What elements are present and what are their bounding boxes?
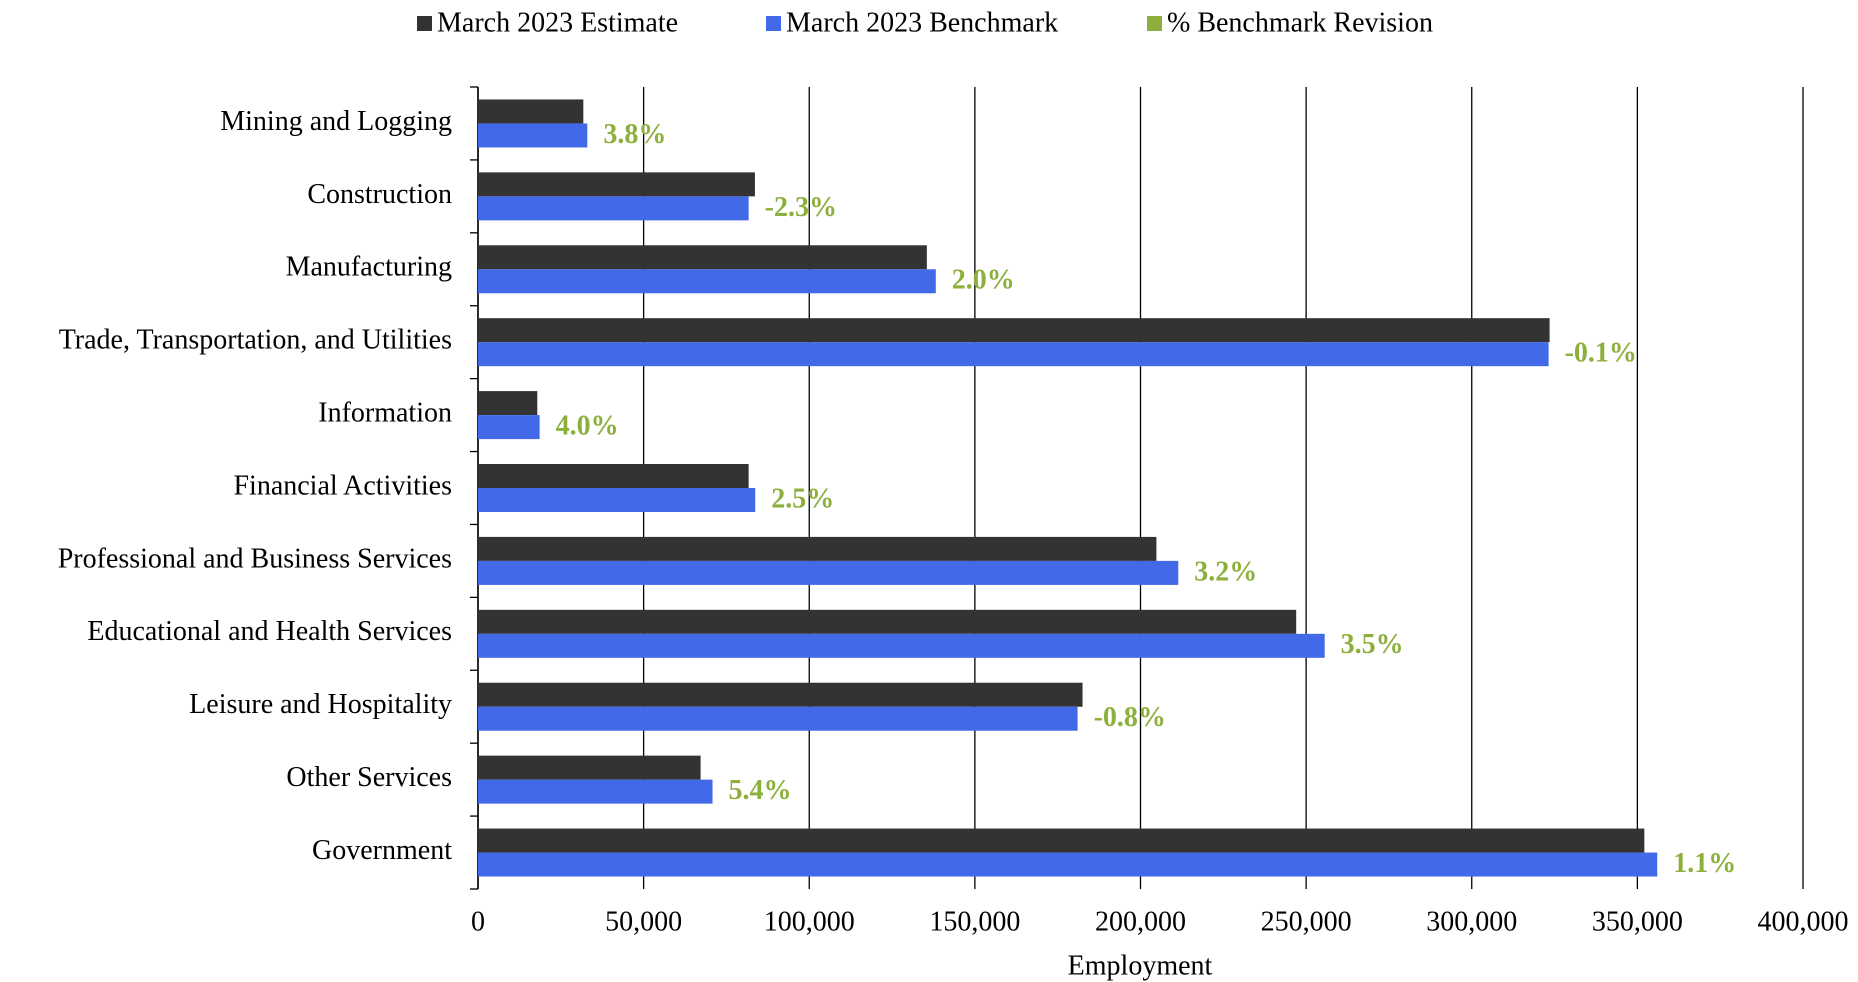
y-tick-label: Information — [318, 398, 452, 429]
data-label: 1.1% — [1673, 848, 1736, 879]
y-tick-label: Government — [312, 835, 452, 866]
x-tick-label: 400,000 — [1758, 906, 1849, 937]
x-axis-title: Employment — [1068, 950, 1213, 981]
bar — [478, 342, 1549, 367]
x-tick-label: 300,000 — [1426, 906, 1517, 937]
bar — [478, 779, 713, 804]
x-tick-label: 150,000 — [929, 906, 1020, 937]
x-tick-label: 100,000 — [764, 906, 855, 937]
x-tick-label: 350,000 — [1592, 906, 1683, 937]
y-tick-label: Trade, Transportation, and Utilities — [59, 325, 452, 356]
y-tick-label: Manufacturing — [286, 252, 452, 283]
bar — [478, 633, 1325, 658]
data-label: 4.0% — [556, 411, 619, 442]
bar — [478, 123, 588, 148]
y-tick-label: Educational and Health Services — [87, 616, 452, 647]
legend-swatch — [417, 16, 432, 31]
bar — [478, 391, 538, 416]
bar — [478, 560, 1179, 585]
bar — [478, 464, 749, 488]
legend-label: March 2023 Benchmark — [786, 7, 1058, 38]
bar — [478, 99, 584, 124]
data-label: 3.5% — [1341, 629, 1404, 660]
bar — [478, 269, 936, 294]
legend-label: % Benchmark Revision — [1167, 7, 1433, 38]
data-label: 2.0% — [952, 265, 1015, 296]
bar — [478, 609, 1297, 634]
bar — [478, 852, 1658, 877]
y-tick-label: Leisure and Hospitality — [189, 689, 452, 720]
data-label: 2.5% — [771, 483, 834, 514]
x-tick-label: 50,000 — [605, 906, 682, 937]
data-label: -0.8% — [1094, 702, 1166, 733]
data-label: 3.2% — [1194, 556, 1257, 587]
legend-swatch — [1147, 16, 1162, 31]
data-label: 5.4% — [729, 775, 792, 806]
bar — [478, 828, 1645, 853]
bar — [478, 488, 756, 512]
bar — [478, 172, 755, 197]
bar — [478, 536, 1157, 561]
bar — [478, 415, 540, 440]
x-tick-label: 250,000 — [1261, 906, 1352, 937]
bar — [478, 245, 927, 270]
y-tick-label: Mining and Logging — [220, 106, 452, 137]
bar — [478, 196, 749, 221]
y-tick-label: Professional and Business Services — [58, 543, 452, 574]
bar — [478, 682, 1083, 707]
data-label: -2.3% — [765, 192, 837, 223]
bar — [478, 318, 1550, 343]
legend-swatch — [766, 16, 781, 31]
bar — [478, 755, 701, 780]
legend-label: March 2023 Estimate — [437, 7, 678, 38]
x-tick-label: 0 — [471, 906, 485, 937]
y-tick-label: Financial Activities — [233, 470, 452, 501]
y-tick-label: Other Services — [286, 762, 452, 793]
x-tick-label: 200,000 — [1095, 906, 1186, 937]
data-label: -0.1% — [1565, 338, 1637, 369]
y-tick-label: Construction — [307, 179, 452, 210]
bar — [478, 706, 1078, 731]
data-label: 3.8% — [603, 119, 666, 150]
